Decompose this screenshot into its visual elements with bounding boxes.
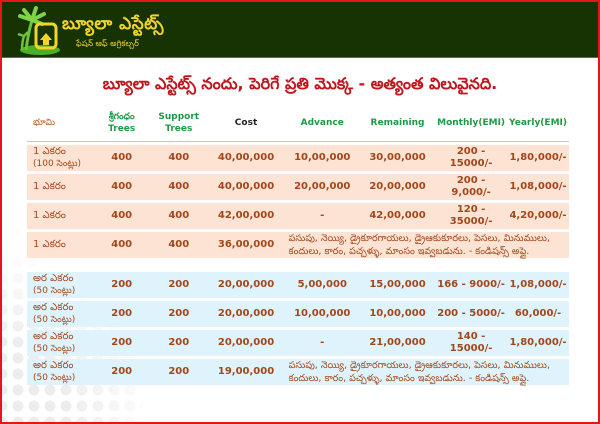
land-sub: (50 సెంట్లు) bbox=[33, 373, 76, 383]
land-label: అర ఎకరం bbox=[33, 273, 74, 284]
sandalwood-cell: 400 bbox=[93, 145, 151, 171]
land-label: అర ఎకరం bbox=[33, 331, 74, 342]
remaining-cell: 42,00,000 bbox=[359, 203, 436, 229]
land-sub: (100 సెంట్లు) bbox=[33, 159, 82, 169]
land-cell: అర ఎకరం (50 సెంట్లు) bbox=[27, 359, 94, 385]
col-support-line2: Trees bbox=[165, 124, 193, 134]
remaining-cell: 20,00,000 bbox=[359, 174, 436, 200]
land-label: అర ఎకరం bbox=[33, 360, 74, 371]
brand-subtitle: ఫేషన్ ఆఫ్ అగ్రికల్చర్ bbox=[76, 39, 139, 48]
gap-cell bbox=[27, 261, 569, 269]
land-cell: 1 ఎకరం bbox=[27, 203, 94, 229]
advance-cell: 10,00,000 bbox=[284, 301, 360, 327]
land-cell: అర ఎకరం (50 సెంట్లు) bbox=[27, 272, 94, 298]
headline: బ్యూలా ఎస్టేట్స్ నందు, పెరిగే ప్రతి మొక్… bbox=[102, 74, 498, 93]
land-cell: 1 ఎకరం bbox=[27, 232, 94, 258]
cost-cell: 19,00,000 bbox=[207, 359, 285, 385]
yearly-cell: 1,80,000/- bbox=[507, 330, 569, 356]
col-sandalwood-line2: Trees bbox=[108, 124, 136, 134]
table-row: అర ఎకరం (50 సెంట్లు) 200 200 20,00,000 5,… bbox=[27, 272, 569, 298]
col-sandalwood-line1: శ్రీగంధం bbox=[108, 112, 135, 122]
table-row: 1 ఎకరం 400 400 36,00,000 పసుపు, నెయ్యి, … bbox=[27, 232, 569, 258]
col-cost: Cost bbox=[207, 109, 285, 142]
col-land: భూమి bbox=[27, 109, 94, 142]
remaining-cell: 10,00,000 bbox=[359, 301, 436, 327]
support-cell: 400 bbox=[150, 232, 208, 258]
cost-cell: 20,00,000 bbox=[207, 330, 285, 356]
palm-tree-house-logo-icon bbox=[17, 6, 60, 55]
land-sub: (50 సెంట్లు) bbox=[33, 344, 76, 354]
support-cell: 400 bbox=[150, 145, 208, 171]
land-label: అర ఎకరం bbox=[33, 302, 74, 313]
table-header-row: భూమి శ్రీగంధం Trees Support Trees Cost Adv… bbox=[27, 109, 569, 142]
benefits-note: పసుపు, నెయ్యి, డ్రైకూరగాయలు, డ్రైఆకుకూరల… bbox=[284, 359, 569, 385]
advance-cell: - bbox=[284, 330, 360, 356]
support-cell: 400 bbox=[150, 174, 208, 200]
cost-cell: 20,00,000 bbox=[207, 272, 285, 298]
sandalwood-cell: 200 bbox=[93, 272, 151, 298]
sandalwood-cell: 400 bbox=[93, 232, 151, 258]
table-row: 1 ఎకరం 400 400 42,00,000 - 42,00,000 120… bbox=[27, 203, 569, 229]
yearly-cell: 1,08,000/- bbox=[507, 174, 569, 200]
land-cell: అర ఎకరం (50 సెంట్లు) bbox=[27, 330, 94, 356]
land-sub: (50 సెంట్లు) bbox=[33, 286, 76, 296]
monthly-cell: 200 - 5000/- bbox=[435, 301, 508, 327]
support-cell: 200 bbox=[150, 272, 208, 298]
pricing-table: భూమి శ్రీగంధం Trees Support Trees Cost Adv… bbox=[27, 106, 569, 388]
land-cell: 1 ఎకరం bbox=[27, 174, 94, 200]
yearly-cell: 60,000/- bbox=[507, 301, 569, 327]
yearly-cell: 1,08,000/- bbox=[507, 272, 569, 298]
support-cell: 200 bbox=[150, 359, 208, 385]
col-sandalwood: శ్రీగంధం Trees bbox=[93, 109, 151, 142]
table-row: అర ఎకరం (50 సెంట్లు) 200 200 19,00,000 పస… bbox=[27, 359, 569, 385]
cost-cell: 40,00,000 bbox=[207, 174, 285, 200]
land-cell: 1 ఎకరం (100 సెంట్లు) bbox=[27, 145, 94, 171]
cost-cell: 40,00,000 bbox=[207, 145, 285, 171]
monthly-cell: 200 - 9,000/- bbox=[435, 174, 508, 200]
table-row: అర ఎకరం (50 సెంట్లు) 200 200 20,00,000 - … bbox=[27, 330, 569, 356]
monthly-cell: 166 - 9000/- bbox=[435, 272, 508, 298]
col-advance: Advance bbox=[284, 109, 360, 142]
benefits-note: పసుపు, నెయ్యి, డ్రైకూరగాయలు, డ్రైఆకుకూరల… bbox=[284, 232, 569, 258]
remaining-cell: 21,00,000 bbox=[359, 330, 436, 356]
col-support: Support Trees bbox=[150, 109, 208, 142]
header-banner: బ్యూలా ఎస్టేట్స్ ఫేషన్ ఆఫ్ అగ్రికల్చర్ bbox=[2, 2, 598, 58]
monthly-cell: 140 - 15000/- bbox=[435, 330, 508, 356]
yearly-cell: 4,20,000/- bbox=[507, 203, 569, 229]
monthly-cell: 120 - 35000/- bbox=[435, 203, 508, 229]
remaining-cell: 30,00,000 bbox=[359, 145, 436, 171]
sandalwood-cell: 200 bbox=[93, 330, 151, 356]
cost-cell: 42,00,000 bbox=[207, 203, 285, 229]
advance-cell: - bbox=[284, 203, 360, 229]
cost-cell: 20,00,000 bbox=[207, 301, 285, 327]
cost-cell: 36,00,000 bbox=[207, 232, 285, 258]
yearly-cell: 1,80,000/- bbox=[507, 145, 569, 171]
support-cell: 200 bbox=[150, 330, 208, 356]
land-label: 1 ఎకరం bbox=[33, 146, 66, 157]
advance-cell: 10,00,000 bbox=[284, 145, 360, 171]
table-row: 1 ఎకరం 400 400 40,00,000 20,00,000 20,00… bbox=[27, 174, 569, 200]
col-remaining: Remaining bbox=[359, 109, 436, 142]
section-gap bbox=[27, 261, 569, 269]
remaining-cell: 15,00,000 bbox=[359, 272, 436, 298]
land-sub: (50 సెంట్లు) bbox=[33, 315, 76, 325]
table-row: 1 ఎకరం (100 సెంట్లు) 400 400 40,00,000 10… bbox=[27, 145, 569, 171]
advance-cell: 5,00,000 bbox=[284, 272, 360, 298]
table-row: అర ఎకరం (50 సెంట్లు) 200 200 20,00,000 10… bbox=[27, 301, 569, 327]
col-yearly: Yearly(EMI) bbox=[507, 109, 569, 142]
monthly-cell: 200 - 15000/- bbox=[435, 145, 508, 171]
sandalwood-cell: 200 bbox=[93, 301, 151, 327]
support-cell: 200 bbox=[150, 301, 208, 327]
advance-cell: 20,00,000 bbox=[284, 174, 360, 200]
land-cell: అర ఎకరం (50 సెంట్లు) bbox=[27, 301, 94, 327]
support-cell: 400 bbox=[150, 203, 208, 229]
col-support-line1: Support bbox=[158, 112, 200, 122]
sandalwood-cell: 200 bbox=[93, 359, 151, 385]
col-monthly: Monthly(EMI) bbox=[435, 109, 508, 142]
sandalwood-cell: 400 bbox=[93, 174, 151, 200]
sandalwood-cell: 400 bbox=[93, 203, 151, 229]
brand-title: బ్యూలా ఎస్టేట్స్ bbox=[62, 14, 164, 34]
